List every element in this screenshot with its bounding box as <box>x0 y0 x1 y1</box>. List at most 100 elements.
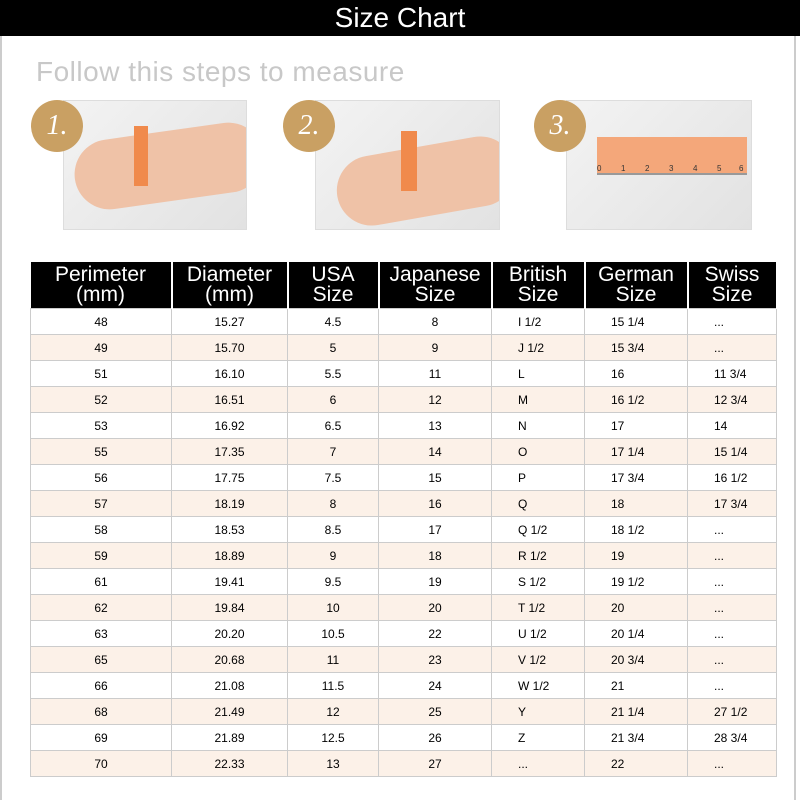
table-cell: 16 <box>584 360 688 387</box>
column-header-line: (mm) <box>76 283 125 306</box>
table-row: 57 18.19 8 16 Q 18 17 3/4 <box>30 490 777 517</box>
column-header-line: Diameter <box>186 263 273 286</box>
table-cell: ... <box>687 594 777 621</box>
table-cell: 18 <box>378 542 492 569</box>
table-cell: 12 <box>287 698 379 725</box>
subtitle: Follow this steps to measure <box>36 56 405 87</box>
table-header: Perimeter (mm) Diameter (mm) USA Size Japanese… <box>30 262 778 309</box>
table-cell: 10 <box>287 594 379 621</box>
table-cell: ... <box>687 672 777 699</box>
table-cell: 7 <box>287 438 379 465</box>
table-cell: 20 <box>378 594 492 621</box>
ruler-tick: 4 <box>693 164 698 173</box>
table-cell: 12.5 <box>287 724 379 751</box>
table-cell: 49 <box>30 334 172 361</box>
table-cell: L <box>491 360 585 387</box>
table-cell: 53 <box>30 412 172 439</box>
table-cell: 18 1/2 <box>584 516 688 543</box>
table-cell: 70 <box>30 750 172 777</box>
table-cell: 27 <box>378 750 492 777</box>
table-cell: 19.41 <box>171 568 288 595</box>
table-cell: 22 <box>378 620 492 647</box>
table-cell: ... <box>687 568 777 595</box>
table-cell: J 1/2 <box>491 334 585 361</box>
table-cell: 12 3/4 <box>687 386 777 413</box>
table-cell: ... <box>687 542 777 569</box>
table-cell: 23 <box>378 646 492 673</box>
table-cell: M <box>491 386 585 413</box>
table-cell: V 1/2 <box>491 646 585 673</box>
table-row: 51 16.10 5.5 11 L 16 11 3/4 <box>30 360 777 387</box>
column-header: British Size <box>491 262 586 309</box>
table-cell: 9 <box>378 334 492 361</box>
table-cell: 11.5 <box>287 672 379 699</box>
tape-illustration <box>134 126 148 186</box>
table-cell: ... <box>687 750 777 777</box>
table-cell: T 1/2 <box>491 594 585 621</box>
size-chart-table: Perimeter (mm) Diameter (mm) USA Size Japanese… <box>30 262 778 777</box>
table-cell: ... <box>687 646 777 673</box>
table-cell: 16 <box>378 490 492 517</box>
table-cell: 19 1/2 <box>584 568 688 595</box>
column-header: German Size <box>584 262 689 309</box>
table-cell: S 1/2 <box>491 568 585 595</box>
table-cell: ... <box>687 334 777 361</box>
table-cell: 61 <box>30 568 172 595</box>
table-cell: 7.5 <box>287 464 379 491</box>
table-row: 56 17.75 7.5 15 P 17 3/4 16 1/2 <box>30 464 777 491</box>
table-row: 55 17.35 7 14 O 17 1/4 15 1/4 <box>30 438 777 465</box>
column-header-line: USA <box>311 263 355 286</box>
table-cell: 63 <box>30 620 172 647</box>
column-header-line: Size <box>711 283 753 306</box>
table-cell: 16 1/2 <box>584 386 688 413</box>
table-cell: Z <box>491 724 585 751</box>
table-row: 66 21.08 11.5 24 W 1/2 21... <box>30 672 777 699</box>
table-cell: 20.68 <box>171 646 288 673</box>
table-cell: 5 <box>287 334 379 361</box>
frame <box>0 36 796 800</box>
table-cell: 65 <box>30 646 172 673</box>
table-cell: Y <box>491 698 585 725</box>
table-row: 63 20.20 10.5 22 U 1/2 20 1/4... <box>30 620 777 647</box>
column-header-line: British <box>508 263 568 286</box>
table-cell: 21.49 <box>171 698 288 725</box>
table-cell: R 1/2 <box>491 542 585 569</box>
table-cell: 14 <box>378 438 492 465</box>
table-cell: 22.33 <box>171 750 288 777</box>
table-cell: 9 <box>287 542 379 569</box>
table-row: 68 21.49 12 25 Y 21 1/4 27 1/2 <box>30 698 777 725</box>
column-header-line: Size <box>414 283 456 306</box>
table-cell: 17.35 <box>171 438 288 465</box>
column-header-line: Japanese <box>389 263 481 286</box>
table-cell: 18 <box>584 490 688 517</box>
table-cell: 18.89 <box>171 542 288 569</box>
table-cell: 17 <box>584 412 688 439</box>
table-cell: 68 <box>30 698 172 725</box>
table-cell: 19.84 <box>171 594 288 621</box>
step-number: 2. <box>283 100 335 152</box>
table-cell: 15 1/4 <box>584 308 688 335</box>
column-header: USA Size <box>287 262 380 309</box>
table-cell: 18.19 <box>171 490 288 517</box>
table-row: 62 19.84 10 20 T 1/2 20... <box>30 594 777 621</box>
table-cell: 15.27 <box>171 308 288 335</box>
table-cell: U 1/2 <box>491 620 585 647</box>
table-cell: 16.92 <box>171 412 288 439</box>
table-cell: 6.5 <box>287 412 379 439</box>
table-cell: 17.75 <box>171 464 288 491</box>
table-cell: 9.5 <box>287 568 379 595</box>
table-cell: ... <box>687 620 777 647</box>
table-cell: 66 <box>30 672 172 699</box>
table-cell: I 1/2 <box>491 308 585 335</box>
table-cell: N <box>491 412 585 439</box>
column-header-line: Size <box>312 283 354 306</box>
table-cell: ... <box>687 516 777 543</box>
table-cell: 14 <box>687 412 777 439</box>
table-cell: 51 <box>30 360 172 387</box>
table-row: 59 18.89 9 18 R 1/2 19... <box>30 542 777 569</box>
hand-illustration <box>70 118 246 214</box>
table-cell: 62 <box>30 594 172 621</box>
table-cell: 19 <box>378 568 492 595</box>
column-header: Perimeter (mm) <box>30 262 173 309</box>
step-2-image <box>315 100 500 230</box>
